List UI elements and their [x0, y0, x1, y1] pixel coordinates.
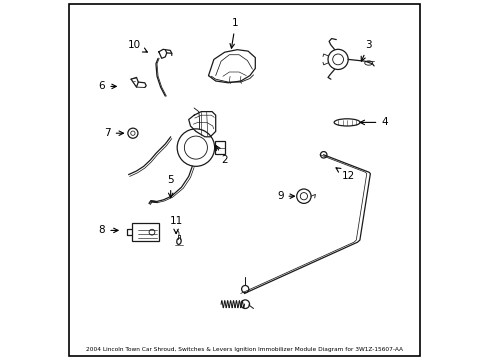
Text: 12: 12	[335, 168, 355, 181]
Text: 6: 6	[99, 81, 116, 91]
Circle shape	[149, 229, 155, 235]
Bar	[132, 223, 159, 241]
Bar	[214, 141, 225, 154]
Circle shape	[177, 129, 214, 166]
Text: 10: 10	[127, 40, 147, 52]
Circle shape	[127, 128, 138, 138]
Circle shape	[130, 131, 135, 135]
Circle shape	[320, 152, 326, 158]
Text: 4: 4	[359, 117, 387, 127]
Text: 7: 7	[104, 128, 123, 138]
Circle shape	[296, 189, 310, 203]
Text: 2004 Lincoln Town Car Shroud, Switches & Levers Ignition Immobilizer Module Diag: 2004 Lincoln Town Car Shroud, Switches &…	[86, 347, 402, 352]
Circle shape	[184, 136, 207, 159]
Text: 9: 9	[276, 191, 294, 201]
Text: 11: 11	[169, 216, 183, 234]
Ellipse shape	[177, 238, 181, 244]
Circle shape	[241, 300, 249, 309]
Text: 2: 2	[216, 146, 227, 165]
Circle shape	[241, 285, 248, 293]
Text: 1: 1	[229, 18, 238, 48]
Circle shape	[332, 54, 343, 65]
Ellipse shape	[364, 61, 372, 65]
Ellipse shape	[333, 119, 359, 126]
Circle shape	[300, 193, 307, 200]
Text: 5: 5	[167, 175, 174, 198]
Text: 8: 8	[99, 225, 118, 235]
Circle shape	[327, 49, 347, 69]
Text: 3: 3	[361, 40, 371, 61]
